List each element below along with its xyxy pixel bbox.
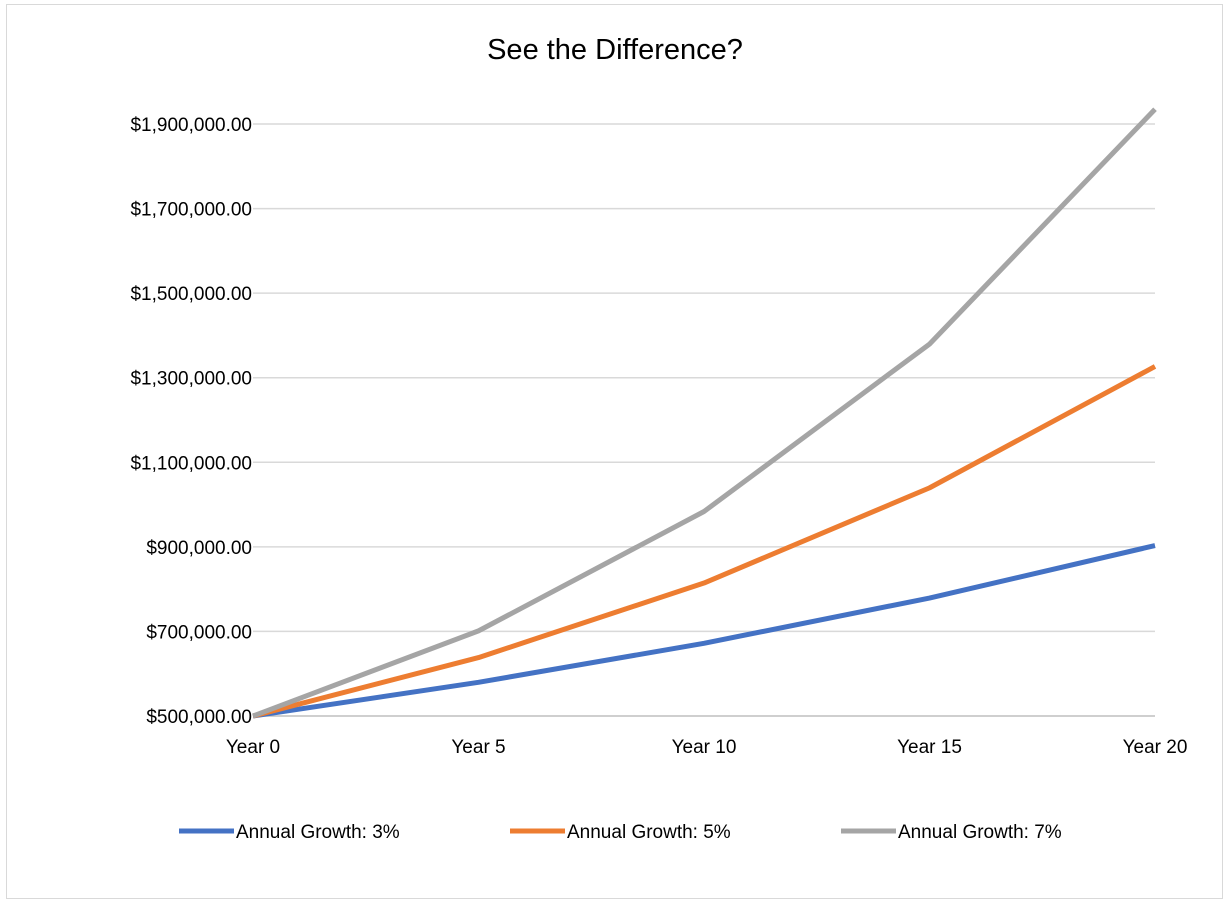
series-line-2 [252,364,1157,719]
y-tick-label: $1,300,000.00 [130,369,252,390]
y-tick-label: $500,000.00 [146,707,252,728]
y-tick-label: $1,900,000.00 [130,115,252,136]
x-tick-label: Year 5 [451,737,505,758]
series-line-1 [252,543,1156,719]
y-tick-label: $700,000.00 [146,622,252,643]
chart-frame [6,4,1223,899]
legend-label: Annual Growth: 7% [898,822,1062,843]
y-tick-label: $900,000.00 [146,538,252,559]
x-tick-label: Year 0 [226,737,280,758]
y-tick-label: $1,500,000.00 [130,284,252,305]
series-lines [252,107,1157,719]
x-tick-label: Year 15 [897,737,962,758]
series-line-3 [252,107,1157,719]
legend: Annual Growth: 3% Annual Growth: 5% Annual… [179,822,1062,843]
legend-label: Annual Growth: 3% [236,822,400,843]
x-tick-label: Year 10 [672,737,737,758]
y-tick-label: $1,700,000.00 [130,200,252,221]
x-axis-tick-labels: Year 0 Year 5 Year 10 Year 15 Year 20 [226,737,1188,758]
y-axis-tick-labels: $500,000.00 $700,000.00 $900,000.00 $1,100,… [130,115,252,728]
legend-label: Annual Growth: 5% [567,822,731,843]
y-tick-label: $1,100,000.00 [130,453,252,474]
x-tick-label: Year 20 [1123,737,1188,758]
gridlines [253,123,1155,717]
chart-title: See the Difference? [487,34,743,66]
